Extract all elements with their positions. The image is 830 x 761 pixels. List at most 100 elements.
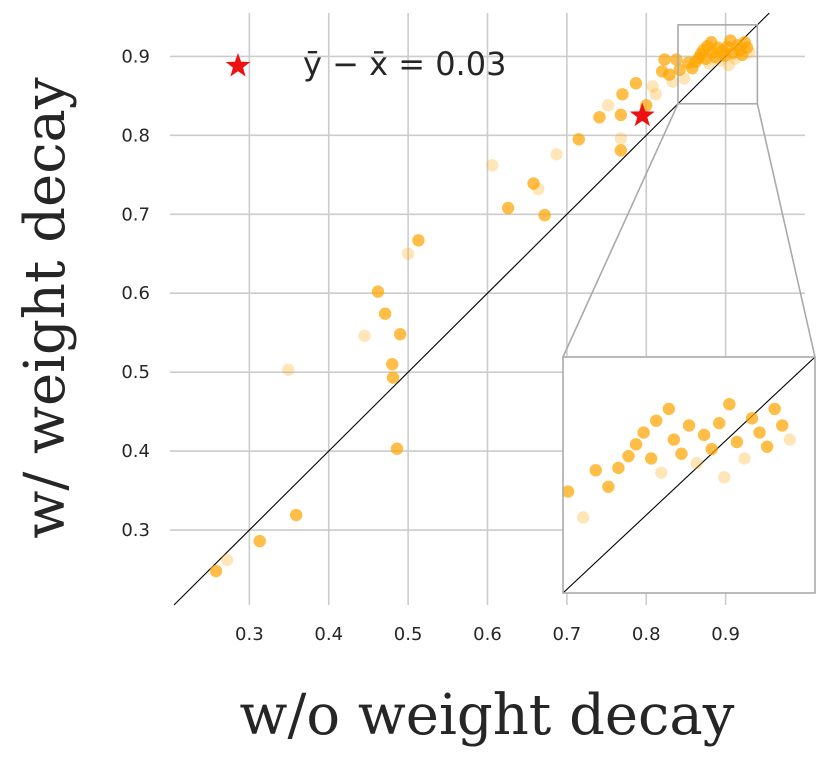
mean-star-icon xyxy=(629,102,655,127)
inset-frame xyxy=(562,356,816,594)
x-tick-label: 0.9 xyxy=(711,624,740,645)
annotation-text: ȳ − x̄ = 0.03 xyxy=(303,45,506,83)
data-point xyxy=(253,534,266,548)
data-point xyxy=(649,88,662,101)
data-point xyxy=(550,148,563,161)
inset-data-point xyxy=(723,398,736,411)
inset-data-point xyxy=(622,449,635,463)
inset-data-point xyxy=(655,466,668,479)
inset-data-point xyxy=(682,419,696,432)
data-point xyxy=(601,99,615,112)
inset-data-point xyxy=(760,440,774,453)
y-tick-label: 0.8 xyxy=(121,125,150,146)
data-point xyxy=(670,53,683,66)
data-point xyxy=(486,159,499,172)
data-point xyxy=(358,329,371,343)
data-point xyxy=(663,68,676,81)
inset-identity-line xyxy=(563,357,815,593)
data-point xyxy=(614,108,628,122)
x-tick-label: 0.5 xyxy=(394,624,423,645)
data-point xyxy=(386,358,399,371)
data-point xyxy=(390,442,404,455)
data-point xyxy=(593,110,606,124)
data-point xyxy=(378,307,392,320)
inset-data-point xyxy=(602,480,615,493)
tick-labels: 0.3 0.4 0.5 0.6 0.7 0.8 0.9 0.3 0.4 0.5 0.6 0.7 0.8 0… xyxy=(121,46,740,645)
inset-data-point xyxy=(612,461,625,475)
data-point xyxy=(614,144,628,157)
data-point xyxy=(666,75,679,88)
zoom-region-box xyxy=(677,24,759,105)
inset-data-point xyxy=(718,471,731,484)
y-axis-label: w/ weight decay xyxy=(13,77,78,539)
inset-data-point xyxy=(637,426,650,439)
inset-data-point xyxy=(753,426,766,439)
data-point xyxy=(401,247,415,260)
data-point xyxy=(743,46,756,59)
data-point xyxy=(614,132,628,145)
mean-markers xyxy=(225,53,655,127)
y-tick-label: 0.9 xyxy=(121,46,150,67)
inset-data-point xyxy=(662,402,676,416)
inset-plot xyxy=(563,357,815,593)
inset-data-point xyxy=(690,457,703,470)
inset-data-point xyxy=(745,412,759,425)
data-point xyxy=(538,208,551,222)
inset-data-point xyxy=(713,416,726,430)
y-tick-label: 0.3 xyxy=(121,520,150,541)
data-point xyxy=(673,63,686,77)
data-point xyxy=(209,564,223,578)
y-tick-label: 0.5 xyxy=(121,362,150,383)
data-point xyxy=(386,371,400,384)
y-tick-label: 0.4 xyxy=(121,441,150,462)
inset-data-point xyxy=(650,414,663,427)
data-point xyxy=(282,363,295,376)
data-point xyxy=(527,177,540,190)
inset-data-point xyxy=(705,442,718,456)
x-tick-label: 0.6 xyxy=(473,624,502,645)
reference-lines xyxy=(173,12,770,606)
data-point xyxy=(290,508,303,522)
data-point xyxy=(220,553,234,567)
x-tick-label: 0.3 xyxy=(235,624,264,645)
x-tick-label: 0.8 xyxy=(632,624,661,645)
y-tick-label: 0.6 xyxy=(121,283,150,304)
data-point xyxy=(393,328,407,341)
data-point xyxy=(646,80,659,93)
data-point xyxy=(616,88,629,101)
x-tick-label: 0.7 xyxy=(553,624,582,645)
data-point xyxy=(572,133,585,146)
data-point xyxy=(371,285,385,298)
inset-data-point xyxy=(667,433,681,446)
data-point xyxy=(501,201,515,215)
inset-data-point xyxy=(783,433,796,446)
data-point xyxy=(678,72,691,85)
inset-data-point xyxy=(629,438,643,451)
x-axis-label: w/o weight decay xyxy=(240,683,735,748)
inset-data-point xyxy=(738,452,751,465)
inset-data-point xyxy=(576,511,590,524)
zoom-inset xyxy=(562,24,816,594)
inset-data-point xyxy=(645,452,658,465)
inset-data-point xyxy=(675,447,688,460)
data-point xyxy=(629,77,643,90)
inset-data-point xyxy=(730,435,744,449)
x-tick-label: 0.4 xyxy=(314,624,343,645)
y-tick-label: 0.7 xyxy=(121,204,150,225)
inset-data-point xyxy=(589,464,602,477)
data-point xyxy=(412,234,425,247)
identity-line xyxy=(173,12,770,606)
data-point xyxy=(532,182,545,196)
legend-star-icon xyxy=(225,53,251,77)
inset-data-point xyxy=(768,402,781,416)
data-point xyxy=(740,41,754,54)
inset-data-point xyxy=(776,419,789,432)
inset-data-point xyxy=(563,485,575,498)
data-point xyxy=(658,53,671,66)
zoom-connector-line xyxy=(756,103,816,358)
zoom-connector-line xyxy=(562,103,679,358)
data-point xyxy=(722,58,735,72)
inset-data-point xyxy=(697,428,711,442)
data-points xyxy=(209,34,756,578)
